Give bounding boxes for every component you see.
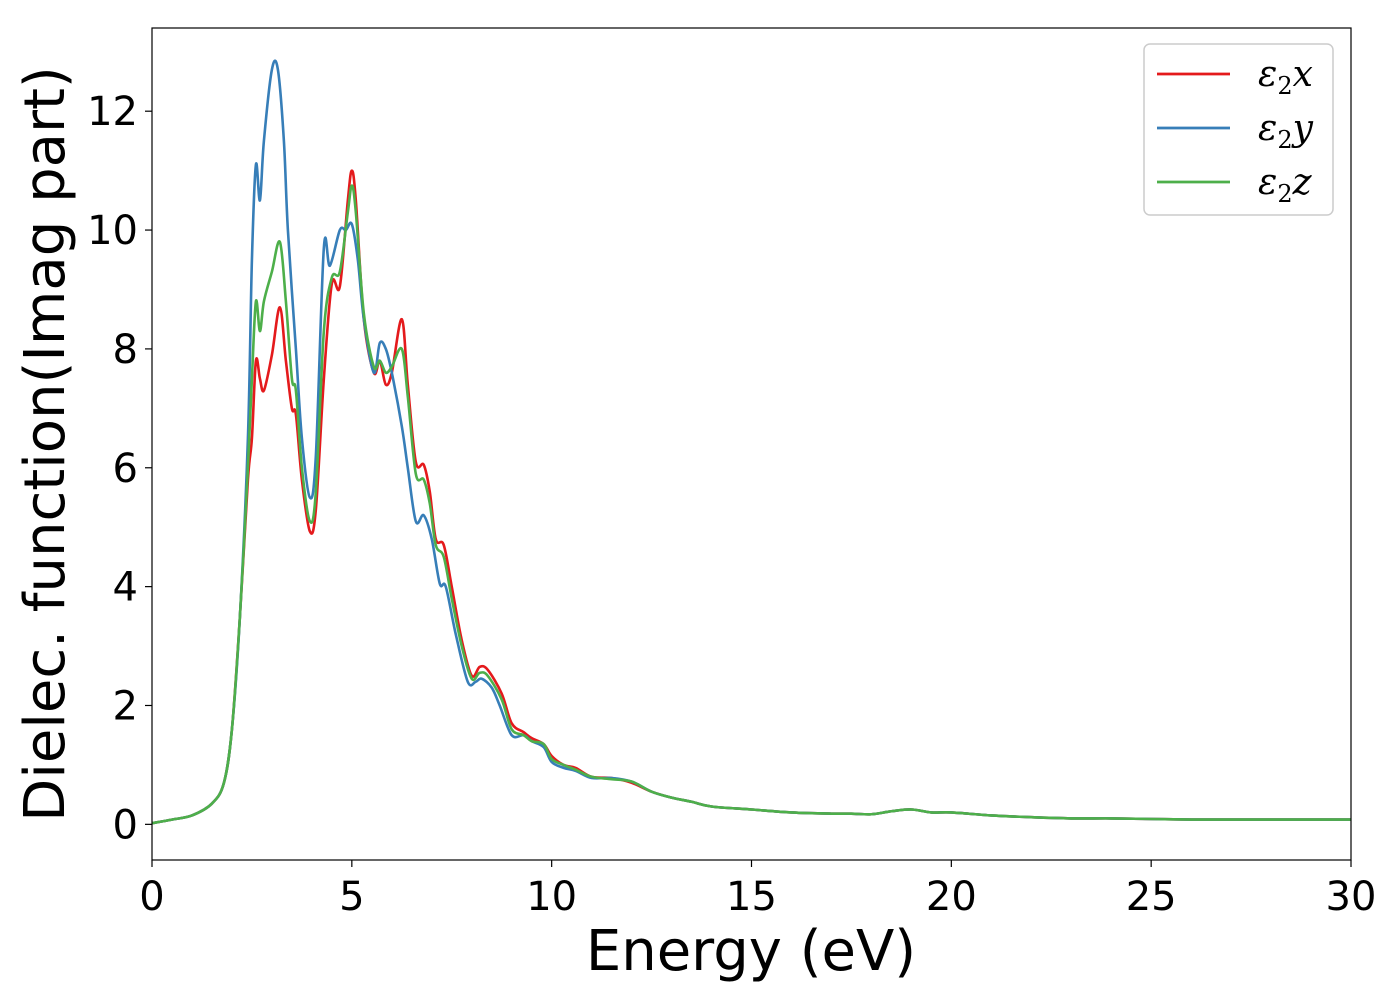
x-tick-label: 5	[339, 874, 364, 920]
y-tick-label: 2	[113, 683, 138, 729]
legend: ε2x ε2y ε2z	[1143, 43, 1334, 216]
series-line-z	[151, 184, 1351, 825]
x-axis-ticks: 0 5 10 15 20 25 30	[139, 860, 1376, 920]
legend-box	[1143, 43, 1334, 216]
y-tick-label: 0	[113, 802, 138, 848]
legend-label-z: ε2z	[1258, 162, 1313, 208]
y-tick-label: 6	[113, 446, 138, 492]
y-axis-ticks: 0 2 4 6 8 10 12	[87, 89, 152, 848]
series-line-x	[151, 169, 1351, 825]
y-tick-label: 4	[113, 565, 138, 611]
x-axis-label: Energy (eV)	[586, 919, 916, 984]
x-tick-label: 10	[526, 874, 577, 920]
series-layer	[151, 59, 1351, 825]
x-tick-label: 20	[926, 874, 977, 920]
legend-label-y: ε2y	[1258, 108, 1314, 154]
legend-entries: ε2x ε2y ε2z	[1157, 54, 1314, 208]
y-tick-label: 10	[87, 208, 138, 254]
x-tick-label: 25	[1126, 874, 1177, 920]
x-tick-label: 0	[139, 874, 164, 920]
y-tick-label: 8	[113, 327, 138, 373]
y-tick-label: 12	[87, 89, 138, 135]
x-tick-label: 30	[1326, 874, 1377, 920]
y-axis-label: Dielec. function(Imag part)	[13, 66, 78, 822]
x-tick-label: 15	[726, 874, 777, 920]
legend-label-x: ε2x	[1258, 54, 1313, 100]
